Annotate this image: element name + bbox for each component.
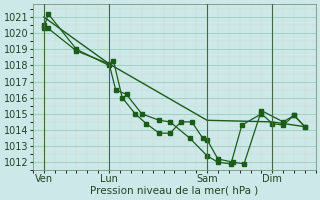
- X-axis label: Pression niveau de la mer( hPa ): Pression niveau de la mer( hPa ): [90, 186, 259, 196]
